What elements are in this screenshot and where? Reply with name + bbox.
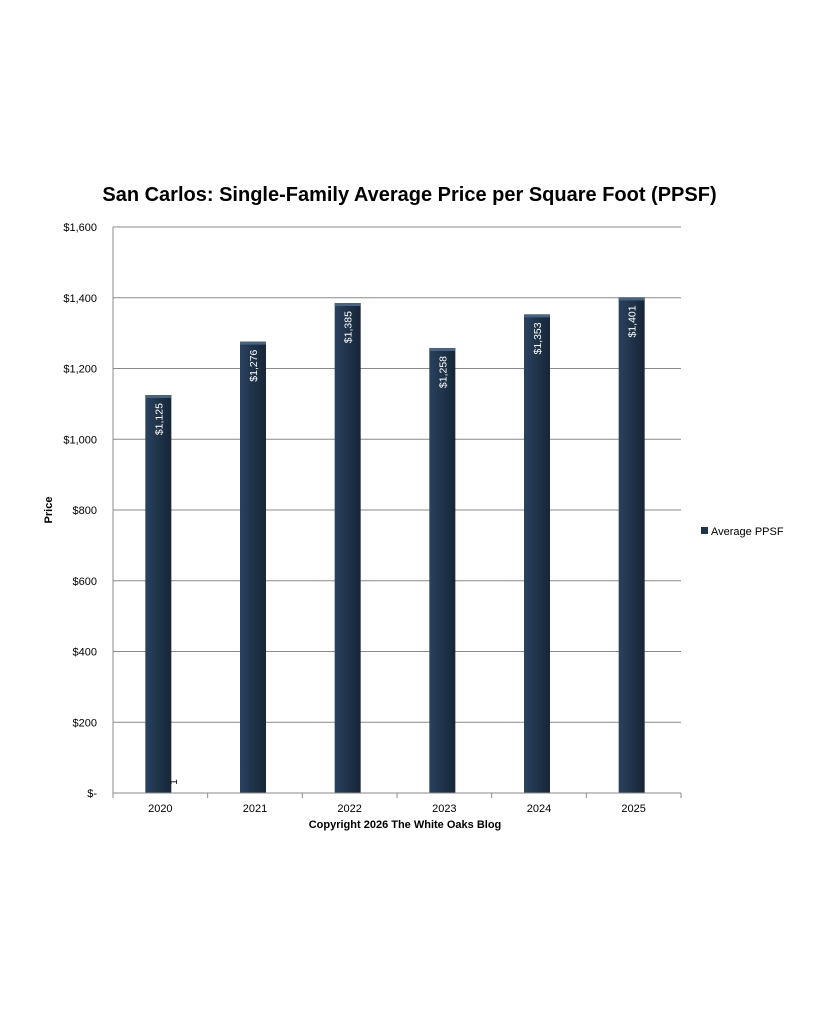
- bar-cap: [618, 297, 645, 301]
- y-tick-label: $800: [73, 505, 97, 517]
- y-tick-label: $-: [87, 788, 97, 800]
- x-tick-label: 2023: [432, 803, 456, 815]
- bar: [334, 303, 361, 793]
- y-tick-label: $200: [73, 717, 97, 729]
- bar: [618, 297, 645, 793]
- x-tick-label: 2022: [337, 803, 361, 815]
- data-label: $1,385: [343, 311, 355, 343]
- bar-cap: [524, 314, 550, 318]
- data-label: $1,125: [153, 403, 165, 435]
- data-label: $1,276: [248, 349, 260, 381]
- y-tick-label: $1,400: [63, 293, 97, 305]
- bar-cap: [145, 395, 172, 399]
- y-tick-label: $1,000: [63, 434, 97, 446]
- data-label: $1,258: [437, 356, 449, 388]
- data-label: $1,353: [532, 322, 544, 354]
- y-tick-label: $400: [73, 647, 97, 659]
- bar: [524, 314, 550, 793]
- y-tick-label: $1,200: [63, 364, 97, 376]
- chart-title: San Carlos: Single-Family Average Price …: [102, 184, 717, 206]
- bar-cap: [334, 303, 361, 307]
- x-tick-label: 2021: [243, 803, 267, 815]
- legend-swatch: [701, 527, 708, 534]
- y-tick-label: $1,600: [63, 222, 97, 234]
- data-label: $1,401: [627, 305, 639, 337]
- bar-cap: [240, 341, 266, 345]
- x-tick-label: 2024: [527, 803, 551, 815]
- y-axis-title: Price: [43, 497, 55, 524]
- bar: [145, 395, 172, 793]
- bar-cap: [429, 347, 456, 351]
- x-tick-label: 2020: [148, 803, 172, 815]
- bar: [429, 347, 456, 793]
- x-axis-title: Copyright 2026 The White Oaks Blog: [309, 819, 502, 831]
- chart-annotation: 1: [169, 779, 180, 785]
- bar: [240, 341, 266, 793]
- legend-label: Average PPSF: [711, 526, 784, 538]
- x-tick-label: 2025: [621, 803, 645, 815]
- y-tick-label: $600: [73, 576, 97, 588]
